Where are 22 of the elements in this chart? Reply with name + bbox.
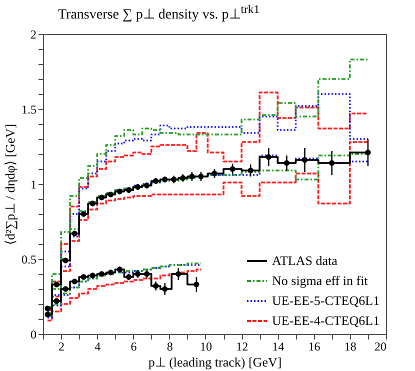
chart-title: Transverse ∑ p⊥ density vs. p⊥$^{trk1}$ bbox=[58, 3, 260, 24]
x-tick-label: 10 bbox=[200, 340, 212, 354]
x-tick-label: 18 bbox=[344, 340, 356, 354]
x-tick-label: 6 bbox=[130, 340, 137, 354]
y-tick-label: 0.5 bbox=[22, 252, 36, 266]
x-tick-label: 20 bbox=[374, 340, 386, 354]
y-axis-title: ⟨d²∑p⊥ / dηdφ⟩ [GeV] bbox=[2, 124, 18, 246]
x-tick-label: 4 bbox=[94, 340, 101, 354]
x-tick-label: 14 bbox=[272, 340, 284, 354]
legend-label: ATLAS data bbox=[272, 253, 338, 268]
legend-label: UE-EE-5-CTEQ6L1 bbox=[272, 293, 380, 308]
x-tick-label: 12 bbox=[236, 340, 248, 354]
x-axis-title: p⊥ (leading track) [GeV] bbox=[148, 354, 282, 370]
y-tick-label: 1 bbox=[30, 178, 36, 192]
legend-label: UE-EE-4-CTEQ6L1 bbox=[272, 313, 380, 328]
x-tick-label: 16 bbox=[308, 340, 320, 354]
y-tick-label: 0 bbox=[30, 328, 36, 342]
x-tick-label: 2 bbox=[58, 340, 65, 354]
legend-label: No sigma eff in fit bbox=[272, 273, 368, 288]
y-tick-label: 1.5 bbox=[22, 102, 36, 116]
y-tick-label: 2 bbox=[30, 28, 36, 42]
x-tick-label: 8 bbox=[166, 340, 173, 354]
